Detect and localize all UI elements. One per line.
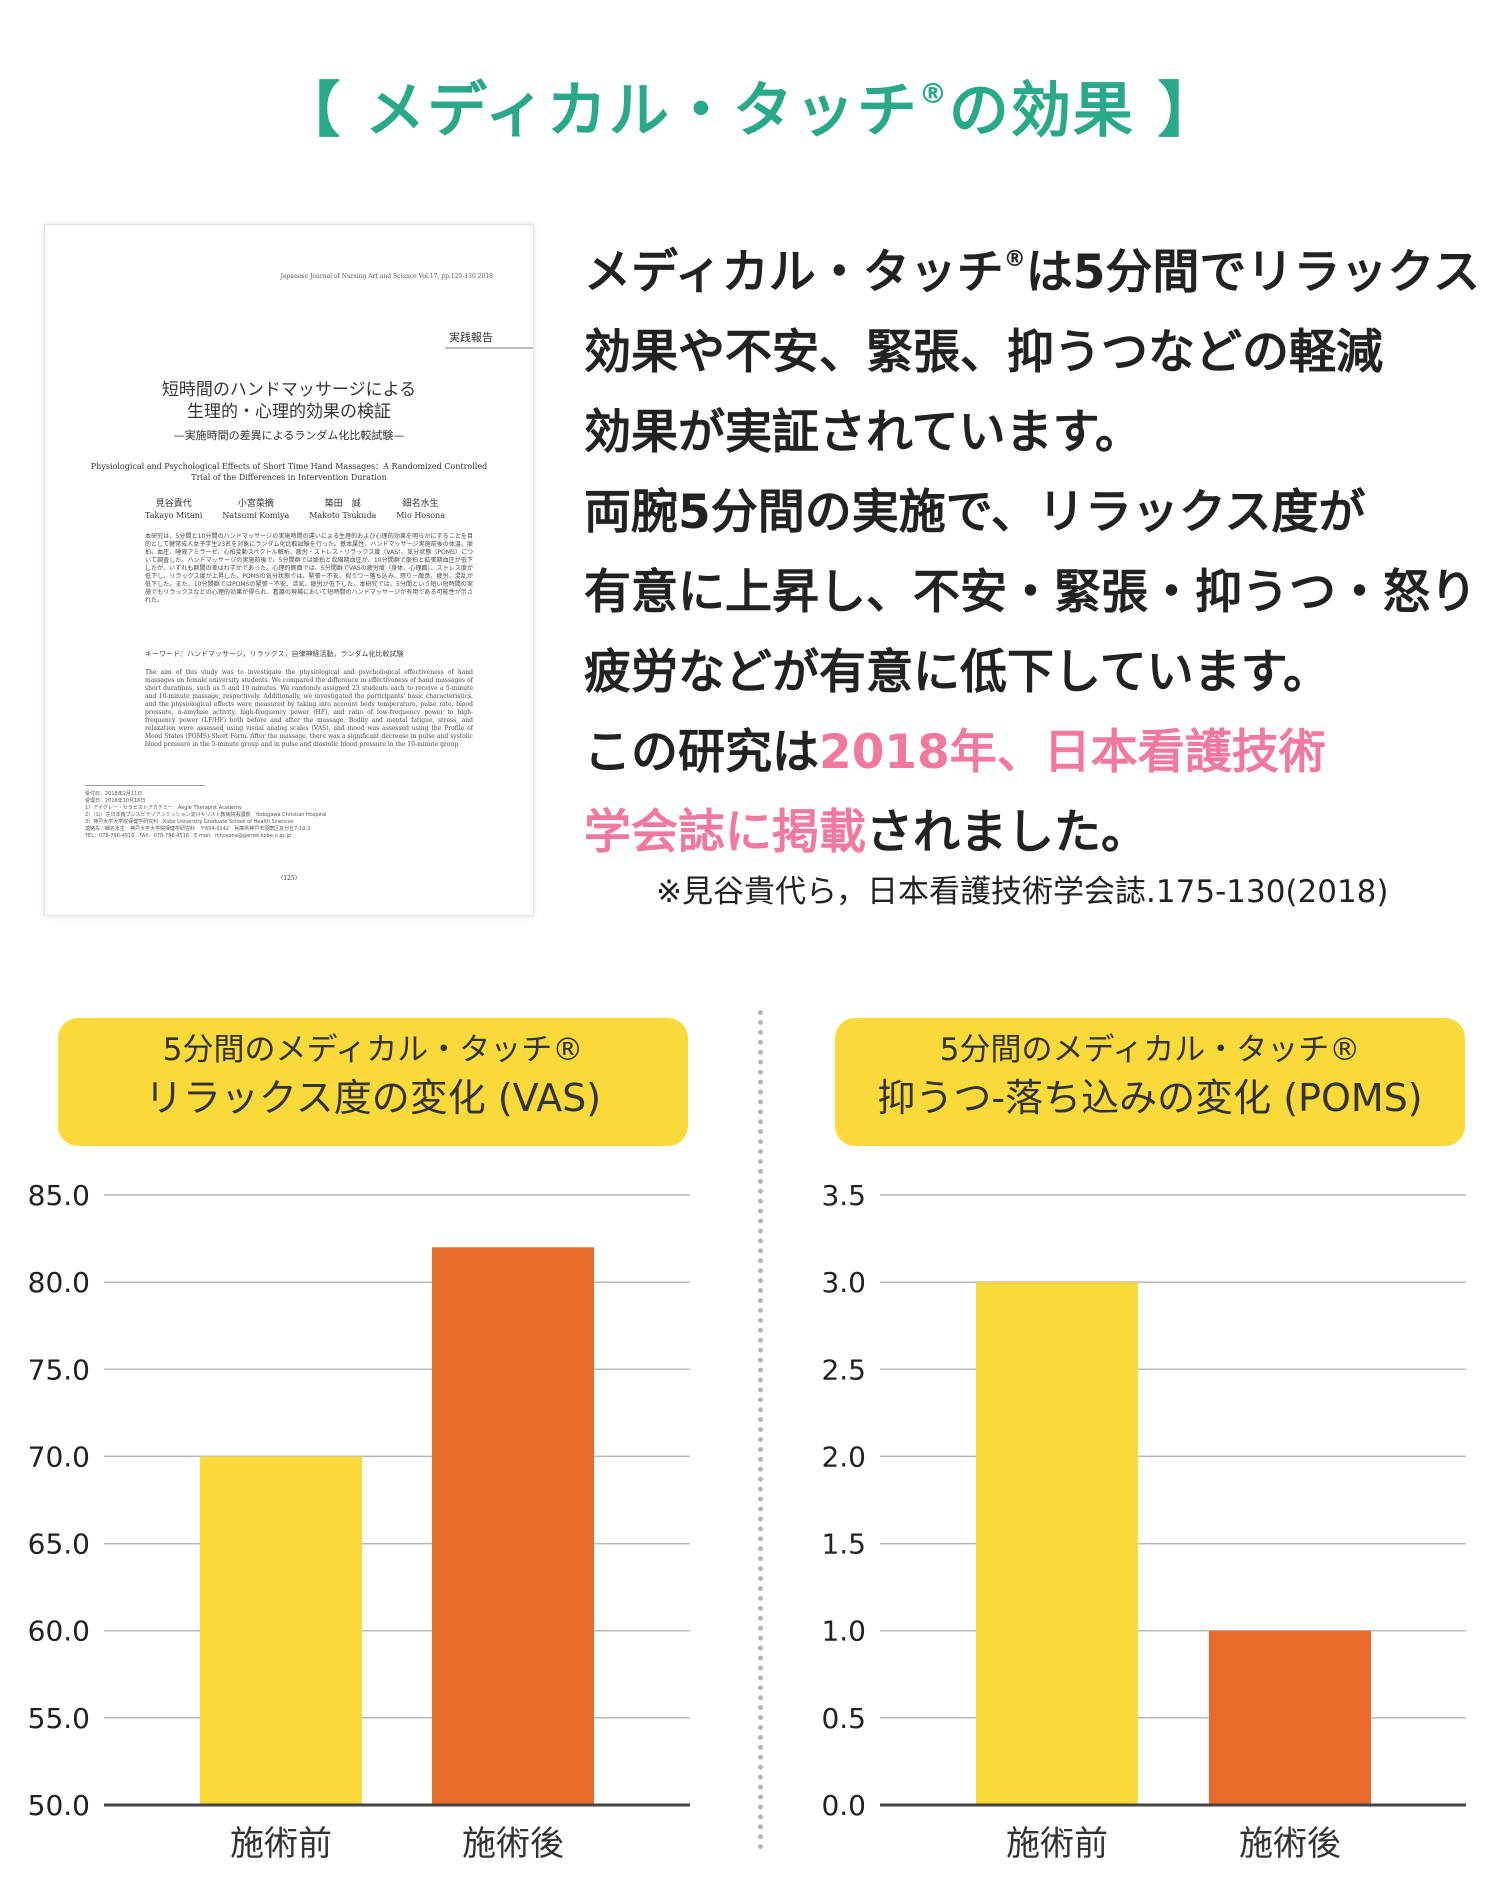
description-line: 効果や不安、緊張、抑うつなどの軽減 bbox=[584, 325, 1383, 380]
bar bbox=[976, 1282, 1138, 1805]
chart-divider bbox=[758, 1010, 763, 1850]
paper-thumbnail: Japanese Journal of Nursing Art and Scie… bbox=[44, 224, 534, 916]
description: メディカル・タッチ®は5分間でリラックス 効果や不安、緊張、抑うつなどの軽減 効… bbox=[584, 220, 1484, 873]
y-tick-label: 75.0 bbox=[28, 1353, 90, 1386]
paper-rule bbox=[445, 347, 533, 349]
x-category-label: 施術前 bbox=[1006, 1824, 1108, 1864]
chart-subtitle: リラックス度の変化 (VAS) bbox=[144, 1076, 602, 1120]
paper-author: 見谷貴代 Takayo Mitani bbox=[145, 499, 203, 520]
y-tick-label: 60.0 bbox=[28, 1615, 90, 1648]
description-line: この研究は2018年、日本看護技術 bbox=[584, 725, 1326, 780]
y-tick-label: 80.0 bbox=[28, 1266, 90, 1299]
y-tick-label: 85.0 bbox=[28, 1179, 90, 1212]
page-title: 【 メディカル・タッチ®の効果 】 bbox=[280, 76, 1220, 146]
y-tick-label: 0.5 bbox=[821, 1702, 866, 1735]
x-category-label: 施術後 bbox=[462, 1824, 564, 1864]
y-tick-label: 2.0 bbox=[821, 1440, 866, 1473]
y-tick-label: 55.0 bbox=[28, 1702, 90, 1735]
paper-title-ja: 短時間のハンドマッサージによる 生理的・心理的効果の検証 bbox=[161, 380, 417, 422]
paper-author: 築田 誠 Makoto Tsukuda bbox=[309, 499, 377, 520]
description-line: 効果が実証されています。 bbox=[584, 405, 1142, 460]
bar bbox=[432, 1247, 594, 1805]
paper-subtitle-ja: —実施時間の差異によるランダム化比較試験— bbox=[173, 429, 405, 442]
chart-poms: 3.5 3.0 2.5 2.0 1.5 1.0 0.5 0.0 施術前 施術後 bbox=[821, 1179, 1466, 1864]
y-tick-label: 0.0 bbox=[821, 1789, 866, 1822]
chart-title: 5分間のメディカル・タッチ® bbox=[939, 1032, 1361, 1068]
description-line: 両腕5分間の実施で、リラックス度が bbox=[584, 485, 1366, 540]
y-tick-label: 65.0 bbox=[28, 1528, 90, 1561]
y-tick-label: 1.0 bbox=[821, 1615, 866, 1648]
highlight-text: 2018年、日本看護技術 bbox=[819, 725, 1326, 780]
y-tick-label: 2.5 bbox=[821, 1353, 866, 1386]
paper-abstract-ja: 本研究は、5分間と10分間のハンドマッサージの実施時間の違いによる生理的および心… bbox=[145, 533, 473, 604]
description-line: メディカル・タッチ®は5分間でリラックス bbox=[584, 245, 1481, 300]
paper-title-en: Physiological and Psychological Effects … bbox=[90, 462, 488, 482]
citation: ※見谷貴代ら，日本看護技術学会誌.175-130(2018) bbox=[656, 874, 1389, 910]
paper-abstract-en: The aim of this study was to investigate… bbox=[145, 669, 473, 748]
chart-subtitle: 抑うつ-落ち込みの変化 (POMS) bbox=[877, 1076, 1423, 1120]
paper-footnote-rule bbox=[85, 785, 205, 786]
paper-category: 実践報告 bbox=[449, 331, 493, 344]
paper-page-number: （125） bbox=[277, 875, 301, 882]
y-tick-label: 3.0 bbox=[821, 1266, 866, 1299]
paper-keywords: キーワード：ハンドマッサージ，リラックス，自律神経活動，ランダム化比較試験 bbox=[145, 650, 404, 658]
chart-vas: 85.0 80.0 75.0 70.0 65.0 60.0 55.0 50.0 施術前 施術後 bbox=[28, 1179, 690, 1864]
chart-title-badge-poms: 5分間のメディカル・タッチ® 抑うつ-落ち込みの変化 (POMS) bbox=[835, 1018, 1465, 1146]
highlight-text: 学会誌に掲載 bbox=[584, 805, 866, 860]
y-tick-label: 70.0 bbox=[28, 1440, 90, 1473]
paper-authors: 見谷貴代 Takayo Mitani 小宮菜摘 Natsumi Komiya 築田 … bbox=[145, 499, 445, 521]
bar bbox=[1209, 1630, 1371, 1805]
paper-author: 細名水生 Mio Hosona bbox=[396, 499, 445, 520]
description-line: 学会誌に掲載されました。 bbox=[584, 805, 1148, 860]
y-tick-label: 3.5 bbox=[821, 1179, 866, 1212]
chart-title: 5分間のメディカル・タッチ® bbox=[162, 1032, 584, 1068]
y-tick-label: 50.0 bbox=[28, 1789, 90, 1822]
bar bbox=[200, 1456, 362, 1805]
description-line: 有意に上昇し、不安・緊張・抑うつ・怒り bbox=[584, 565, 1477, 620]
x-category-label: 施術後 bbox=[1239, 1824, 1341, 1864]
paper-author: 小宮菜摘 Natsumi Komiya bbox=[222, 499, 290, 520]
chart-title-badge-vas: 5分間のメディカル・タッチ® リラックス度の変化 (VAS) bbox=[58, 1018, 688, 1146]
paper-journal: Japanese Journal of Nursing Art and Scie… bbox=[280, 273, 493, 280]
y-tick-label: 1.5 bbox=[821, 1528, 866, 1561]
description-line: 疲労などが有意に低下しています。 bbox=[584, 645, 1330, 700]
x-category-label: 施術前 bbox=[230, 1824, 332, 1864]
paper-footnotes: 受付日：2018年2月11日 受理日：2018年10月16日 1）アイグレー・セ… bbox=[85, 791, 327, 839]
